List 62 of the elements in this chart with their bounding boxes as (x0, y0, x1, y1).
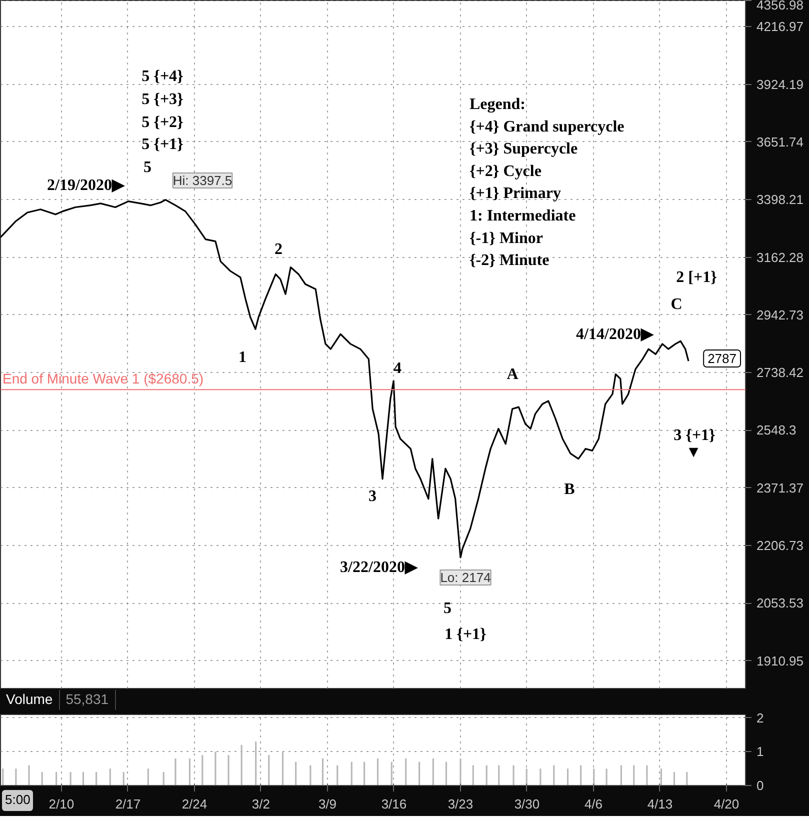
y-tick-label: 1 (756, 744, 764, 760)
annotation: C (670, 296, 682, 313)
annotation: A (506, 366, 519, 383)
annotation: {+3} Supercycle (470, 140, 578, 158)
annotation: 5 {+2} (142, 114, 184, 131)
annotation: {-1} Minor (470, 230, 543, 247)
annotation: Legend: (470, 96, 526, 113)
annotation: 5 (444, 600, 452, 617)
annotation: Hi: 3397.5 (172, 173, 232, 188)
annotation: {+2} Cycle (470, 162, 542, 180)
x-tick-label: 4/13 (647, 796, 673, 812)
annotation: 3 (368, 488, 376, 505)
y-tick-label: 2371.37 (756, 480, 804, 496)
annotation: 1 {+1} (444, 626, 486, 643)
y-tick-label: 0 (756, 778, 764, 793)
chart-title: Volume (6, 691, 53, 707)
x-tick-label: 2/24 (182, 796, 208, 812)
annotation: 2 (274, 241, 282, 258)
y-tick-label: 3651.74 (756, 134, 804, 150)
annotation: {+1} Primary (470, 185, 561, 202)
x-tick-label: 2/10 (48, 796, 74, 812)
y-tick-label: 2738.42 (756, 365, 804, 380)
text: 55,831 (66, 691, 109, 707)
annotation: 5 {+1} (142, 136, 184, 153)
y-tick-label: 2548.3 (756, 422, 796, 438)
ref-line-label: End of Minute Wave 1 ($2680.5) (2, 370, 204, 387)
annotation: 2787 (708, 351, 736, 366)
x-tick-label: 2/17 (115, 796, 141, 812)
x-tick-label: 3/2 (252, 796, 270, 812)
annotation: 4/14/2020▶ (576, 326, 654, 343)
annotation: 5 {+3} (142, 91, 184, 108)
y-tick-label: 2942.73 (756, 307, 804, 322)
annotation: ▼ (686, 444, 702, 461)
y-tick-label: 4216.97 (756, 19, 804, 34)
y-tick-label: 3924.19 (756, 76, 804, 92)
y-tick-label: 1910.95 (756, 653, 804, 668)
x-tick-label: 4/6 (584, 796, 603, 812)
annotation: 5 {+4} (142, 68, 184, 85)
y-tick-label: 2 (756, 710, 764, 726)
annotation: {+4} Grand supercycle (470, 118, 624, 136)
y-tick-label: 2206.73 (756, 538, 804, 553)
text: 5:00 (5, 791, 30, 810)
annotation: 1 (238, 349, 246, 366)
x-tick-label: 3/16 (381, 796, 407, 812)
annotation: 5 (144, 159, 152, 176)
x-tick-label: 3/30 (514, 796, 540, 812)
x-tick-label: 3/9 (318, 796, 337, 812)
annotation: {-2} Minute (470, 252, 550, 270)
annotation: 2/19/2020▶ (47, 177, 125, 194)
annotation: 1: Intermediate (470, 208, 576, 224)
x-tick-label: 3/23 (448, 796, 474, 812)
annotation: 3 {+1} (674, 427, 716, 444)
y-tick-label: 2053.53 (756, 596, 804, 611)
annotation: B (564, 481, 576, 498)
y-tick-label: 3162.28 (756, 250, 804, 265)
annotation: Lo: 2174 (440, 570, 491, 585)
annotation: 4 (394, 360, 402, 377)
y-tick-label: 3398.21 (756, 192, 804, 208)
x-tick-label: 4/20 (714, 796, 740, 812)
annotation: 2 [+1} (676, 269, 717, 286)
annotation: 3/22/2020▶ (340, 559, 418, 576)
y-tick-label: 4356.98 (756, 0, 804, 12)
